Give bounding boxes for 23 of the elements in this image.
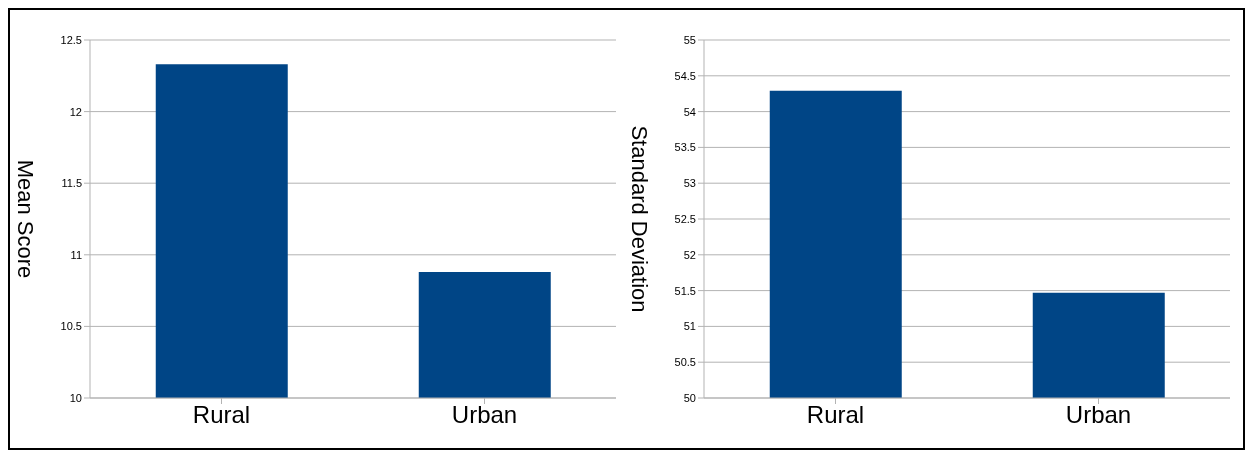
y-tick-label: 12 (69, 105, 82, 118)
y-axis-title: Mean Score (13, 159, 39, 279)
y-tick-label: 53.5 (674, 141, 696, 154)
y-tick-label: 11 (70, 248, 82, 261)
y-tick-label: 50.5 (674, 356, 696, 369)
y-tick-label: 52.5 (674, 212, 696, 225)
y-tick-label: 55 (683, 33, 696, 46)
y-tick-label: 53 (683, 177, 696, 190)
y-axis-title: Standard Deviation (627, 125, 653, 313)
y-tick-label: 52 (683, 248, 696, 261)
x-tick-label: Rural (806, 401, 865, 429)
x-tick-label: Urban (451, 401, 518, 429)
x-tick-label: Rural (192, 401, 251, 429)
y-tick-label: 10.5 (60, 320, 82, 333)
y-tick-label: 54.5 (674, 69, 696, 82)
x-tick-label: Urban (1065, 401, 1132, 429)
y-tick-label: 12.5 (60, 33, 82, 46)
y-tick-label: 11.5 (61, 177, 82, 190)
y-tick-label: 54 (683, 105, 696, 118)
y-tick-label: 50 (683, 391, 696, 404)
y-tick-label: 51.5 (674, 284, 696, 297)
y-tick-label: 51 (683, 320, 696, 333)
y-tick-label: 10 (69, 391, 82, 404)
